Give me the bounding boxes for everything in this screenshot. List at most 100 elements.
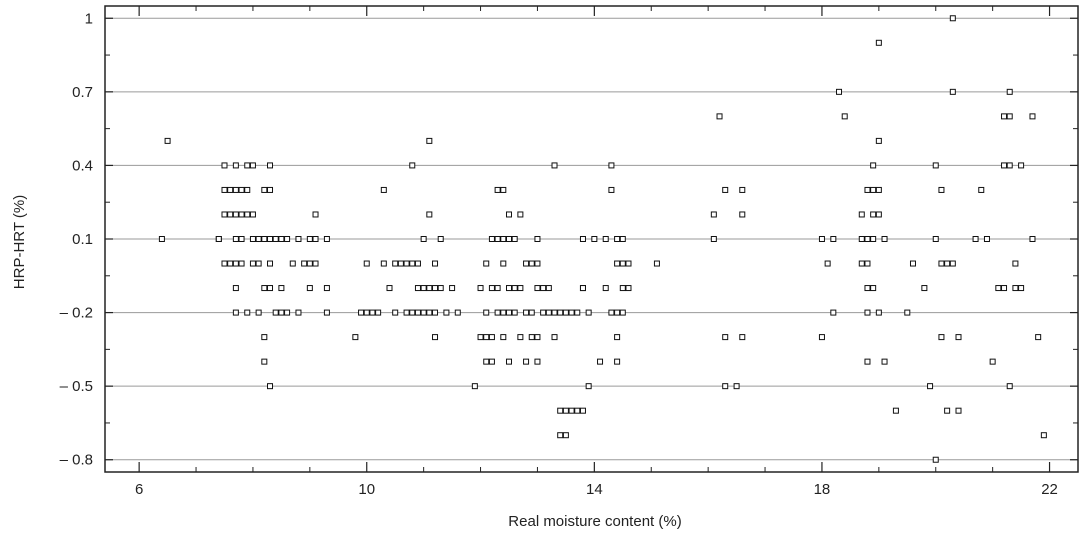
data-point [414,260,421,267]
data-point [824,260,831,267]
data-point [267,162,274,169]
data-point [579,285,586,292]
data-point [511,285,518,292]
data-point [500,186,507,193]
data-point [955,407,962,414]
data-point [534,334,541,341]
data-point [488,358,495,365]
data-point [830,236,837,242]
data-point [932,456,939,463]
data-point [352,334,359,341]
data-point [284,309,291,316]
data-point [483,334,490,341]
data-point [830,309,837,316]
data-point [653,260,660,267]
data-point [523,358,530,365]
data-point [557,432,564,439]
data-point [369,309,376,316]
data-point [1012,260,1019,267]
data-point [625,285,632,292]
data-point [232,186,239,193]
data-point [386,285,393,292]
x-tick-label: 22 [1041,481,1058,498]
data-point [1001,285,1008,292]
data-point [875,137,882,144]
data-point [579,236,586,242]
data-point [864,236,871,242]
data-point [733,383,740,390]
data-point [488,285,495,292]
data-point [312,236,319,242]
data-point [449,285,456,292]
data-point [392,260,399,267]
data-point [409,260,416,267]
data-point [1006,162,1013,169]
data-point [540,309,547,316]
data-point [232,211,239,218]
data-point [528,260,535,267]
data-point [949,15,956,22]
data-point [716,113,723,120]
data-point [255,260,262,267]
data-point [505,309,512,316]
data-point [1029,113,1036,120]
data-point [881,236,888,242]
data-point [517,334,524,341]
y-tick-label: 1 [85,10,93,27]
data-point [545,285,552,292]
data-point [267,285,274,292]
x-tick-labels: 6 10 14 18 22 [135,481,1058,498]
data-point [557,407,564,414]
data-point [238,236,245,242]
data-point [841,113,848,120]
data-point [540,285,547,292]
data-point [927,383,934,390]
data-point [380,260,387,267]
data-point [267,260,274,267]
data-point [875,211,882,218]
data-point [295,236,302,242]
data-point [238,186,245,193]
data-point [477,334,484,341]
data-point [864,260,871,267]
data-point [989,358,996,365]
data-point [818,236,825,242]
data-point [380,186,387,193]
data-point [244,162,251,169]
data-point [1012,285,1019,292]
data-point [500,236,507,242]
data-point [221,260,228,267]
data-point [494,186,501,193]
data-point [938,186,945,193]
data-point [255,309,262,316]
data-point [289,260,296,267]
data-point [500,309,507,316]
data-point [432,285,439,292]
data-point [602,236,609,242]
data-point [505,285,512,292]
data-point [249,211,256,218]
data-point [494,285,501,292]
data-point [608,162,615,169]
data-point [870,186,877,193]
data-point [551,334,558,341]
data-point [722,334,729,341]
data-point [858,211,865,218]
data-point [494,309,501,316]
data-point [579,407,586,414]
data-point [517,285,524,292]
data-point [261,236,268,242]
data-point [232,285,239,292]
data-point [1001,162,1008,169]
data-point [1040,432,1047,439]
data-point [249,162,256,169]
data-point [574,407,581,414]
data-point [323,309,330,316]
data-point [938,334,945,341]
data-point [403,309,410,316]
data-point [500,334,507,341]
data-point [249,236,256,242]
data-point [158,236,165,242]
y-tick-label: 0.4 [72,157,93,174]
data-point [864,186,871,193]
